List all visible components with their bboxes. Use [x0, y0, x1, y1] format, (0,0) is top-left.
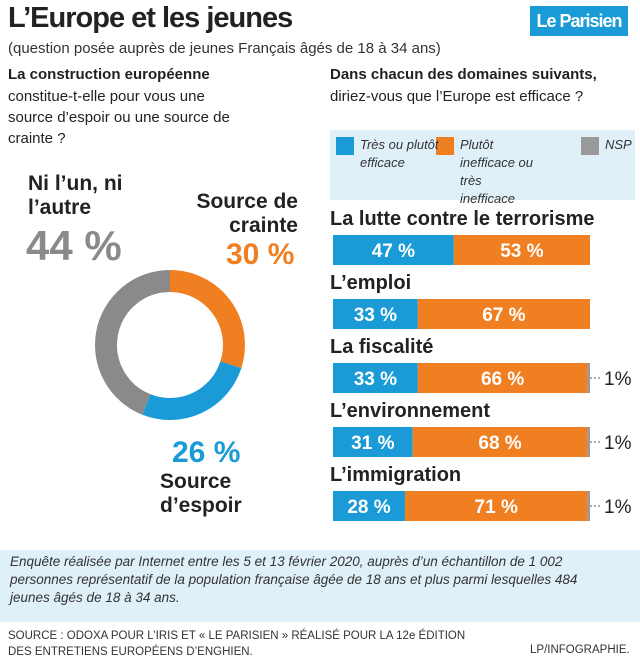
nsp-label: 1% — [604, 497, 632, 518]
bar-segment — [417, 299, 590, 329]
bar-segment — [587, 427, 590, 457]
category-label: La fiscalité — [330, 336, 434, 358]
legend-swatch — [336, 137, 354, 155]
slice-label: Ni l’un, ni l’autre — [28, 172, 123, 219]
source: SOURCE : ODOXA POUR L’IRIS ET « LE PARIS… — [8, 630, 466, 658]
bar-value-label: 68 % — [478, 433, 521, 454]
nsp-label: 1% — [604, 433, 632, 454]
bar-segment — [587, 363, 590, 393]
bar-value-label: 33 % — [354, 305, 397, 326]
legend-swatch — [436, 137, 454, 155]
subtitle: (question posée auprès de jeunes Françai… — [8, 40, 441, 57]
slice-value: 44 % — [26, 222, 122, 269]
credit: LP/INFOGRAPHIE. — [530, 644, 630, 656]
note-box — [0, 550, 640, 622]
donut-slice — [95, 270, 171, 415]
bar-title: Dans chacun des domaines suivants, — [330, 66, 597, 83]
bar-value-label: 31 % — [351, 433, 394, 454]
bar-segment — [333, 299, 418, 329]
legend-label: NSP — [605, 137, 632, 152]
bar-segment — [333, 427, 413, 457]
bar-subtitle: diriez-vous que l’Europe est efficace ? — [330, 88, 584, 105]
pie-title: La construction européenne — [8, 66, 210, 83]
slice-label: Source de crainte — [196, 190, 298, 237]
category-label: La lutte contre le terrorisme — [330, 208, 595, 230]
bar-value-label: 67 % — [482, 305, 525, 326]
bar-value-label: 71 % — [475, 497, 518, 518]
donut-slice — [169, 270, 245, 369]
bar-value-label: 66 % — [481, 369, 524, 390]
donut-slice — [142, 360, 242, 420]
slice-value: 30 % — [226, 238, 295, 271]
bar-value-label: 47 % — [372, 241, 415, 262]
bar-segment — [417, 363, 588, 393]
category-label: L’emploi — [330, 272, 412, 294]
bar-segment — [333, 363, 418, 393]
legend-label: Plutôt inefficace ou très inefficace — [460, 137, 533, 206]
bar-value-label: 53 % — [500, 241, 543, 262]
nsp-label: 1% — [604, 369, 632, 390]
title: L’Europe et les jeunes — [8, 2, 293, 34]
category-label: L’environnement — [330, 400, 491, 422]
bar-segment — [404, 491, 588, 521]
logo: Le Parisien — [530, 6, 628, 36]
legend-label: Très ou plutôt efficace — [360, 137, 439, 170]
bar-segment — [333, 491, 405, 521]
pie-subtitle: constitue-t-elle pour vous une source d’… — [8, 88, 230, 147]
slice-value: 26 % — [172, 436, 241, 469]
bar-segment — [333, 235, 454, 265]
bar-segment — [453, 235, 590, 265]
bar-value-label: 28 % — [347, 497, 390, 518]
slice-label: Source d’espoir — [160, 470, 242, 517]
bar-value-label: 33 % — [354, 369, 397, 390]
bar-segment — [587, 491, 590, 521]
category-label: L’immigration — [330, 464, 462, 486]
bar-segment — [412, 427, 588, 457]
footnote: Enquête réalisée par Internet entre les … — [10, 554, 578, 605]
legend-swatch — [581, 137, 599, 155]
